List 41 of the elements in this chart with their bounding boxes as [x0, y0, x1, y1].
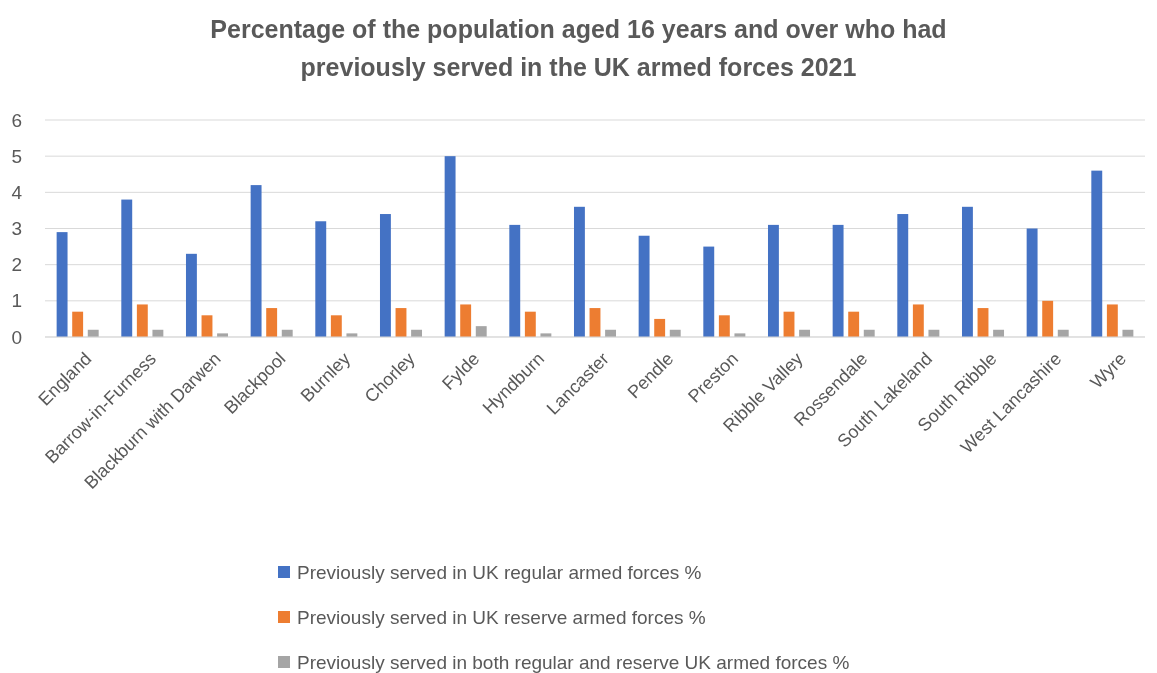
y-tick-label: 6 [11, 109, 22, 131]
y-tick-label: 5 [11, 145, 22, 167]
bar [475, 326, 487, 337]
bar [379, 214, 391, 337]
legend-label: Previously served in UK regular armed forces % [297, 561, 702, 583]
y-tick-label: 0 [11, 326, 22, 348]
bar [1091, 170, 1103, 337]
y-tick-label: 2 [11, 254, 22, 276]
bar [654, 318, 666, 337]
y-tick-label: 1 [11, 290, 22, 312]
bar [250, 185, 262, 337]
bar [460, 304, 472, 337]
y-tick-label: 4 [11, 181, 23, 203]
bar [897, 214, 909, 337]
bar [1026, 228, 1038, 337]
bar [524, 311, 536, 337]
bar [444, 156, 456, 337]
legend-label: Previously served in both regular and reserve UK armed forces % [297, 651, 850, 673]
bar [703, 246, 715, 337]
bar [832, 224, 844, 337]
bar [185, 253, 197, 337]
bar [912, 304, 924, 337]
bar [718, 315, 730, 337]
y-tick-label: 3 [11, 218, 22, 240]
bar [1106, 304, 1118, 337]
chart-title: Percentage of the population aged 16 years and over who had previously served in the UK armed forces 2021 [210, 15, 947, 81]
bar [848, 311, 860, 337]
bar [638, 235, 650, 337]
bar [767, 224, 779, 337]
bar [509, 224, 521, 337]
bar [330, 315, 342, 337]
bar [266, 308, 278, 337]
bar [136, 304, 148, 337]
bar [1042, 300, 1054, 337]
bar [72, 311, 84, 337]
bar [961, 206, 973, 337]
legend-label: Previously served in UK reserve armed forces % [297, 606, 706, 628]
bar [56, 232, 68, 337]
bar [315, 221, 327, 337]
bar [573, 206, 585, 337]
bar [121, 199, 133, 337]
